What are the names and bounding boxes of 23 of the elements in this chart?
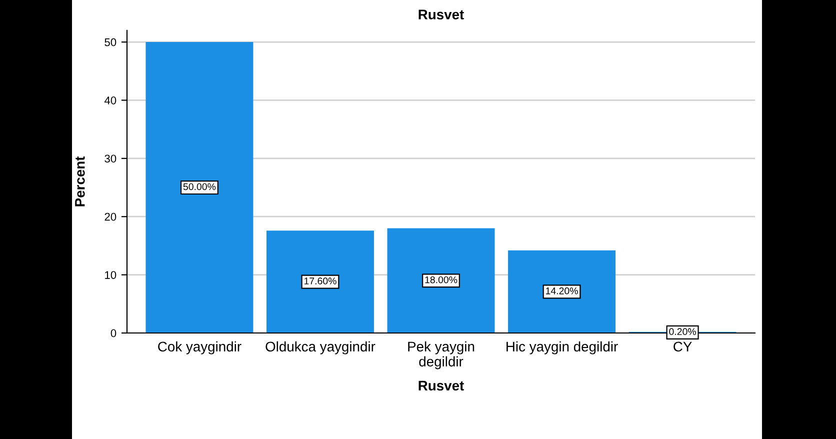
data-label: 17.60%	[304, 278, 336, 284]
data-label: 18.00%	[425, 276, 458, 284]
x-tick-label: Cok yaygindir	[158, 341, 242, 354]
data-label: 0.20%	[669, 328, 696, 336]
bar	[146, 42, 254, 333]
x-tick-label: Hic yaygin degildir	[506, 341, 618, 354]
bar	[266, 230, 374, 333]
y-tick-label: 30	[104, 154, 116, 163]
x-tick-label: Oldukca yaygindir	[266, 341, 376, 354]
y-tick-label: 50	[104, 38, 116, 46]
data-label: 14.20%	[546, 287, 578, 294]
y-tick-label: 0	[110, 329, 116, 338]
y-tick-label: 20	[104, 212, 116, 221]
x-tick-label: Pek yaygin degildir	[408, 341, 474, 370]
bar	[508, 250, 616, 333]
y-tick-label: 40	[104, 96, 116, 104]
y-axis-title: Percent	[75, 156, 85, 206]
bar	[387, 228, 495, 333]
x-axis-title: Rusvet	[418, 380, 464, 391]
x-tick-label: CY	[674, 342, 692, 352]
data-label: 50.00%	[183, 183, 216, 190]
chart-title: Rusvet	[418, 10, 464, 20]
y-tick-label: 10	[105, 271, 116, 279]
